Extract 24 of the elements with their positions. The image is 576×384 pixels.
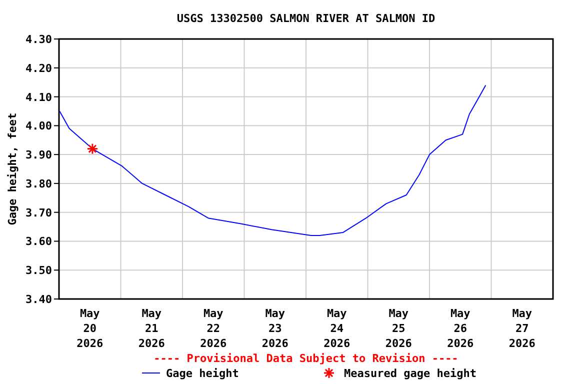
x-tick-label: May 21 2026 bbox=[138, 307, 166, 350]
y-tick-label: 4.00 bbox=[26, 120, 52, 133]
y-tick-label: 3.50 bbox=[26, 264, 52, 278]
x-tick-label: May 22 2026 bbox=[200, 307, 227, 350]
legend-label: Gage height bbox=[166, 367, 239, 380]
y-tick-label: 4.20 bbox=[26, 62, 52, 75]
chart-title: USGS 13302500 SALMON RIVER AT SALMON ID bbox=[176, 12, 436, 25]
x-tick-label: May 25 2026 bbox=[385, 307, 412, 350]
y-tick-label: 3.80 bbox=[26, 177, 52, 190]
text: ---- Provisional Data Subject to Revision ---- bbox=[154, 352, 458, 365]
y-tick-label: 3.40 bbox=[26, 293, 52, 306]
x-tick-label: May 23 2026 bbox=[262, 307, 289, 350]
legend-label: Measured gage height bbox=[344, 367, 476, 380]
x-tick-label: May 24 2026 bbox=[324, 307, 350, 350]
y-tick-label: 4.10 bbox=[26, 90, 52, 104]
x-tick-label: May 26 2026 bbox=[447, 307, 474, 350]
y-tick-label: 3.70 bbox=[26, 206, 52, 220]
line-series bbox=[59, 84, 486, 236]
x-tick-label: May 20 2026 bbox=[76, 307, 104, 350]
y-tick-label: 4.30 bbox=[26, 33, 52, 46]
y-tick-label: 3.90 bbox=[26, 148, 52, 162]
x-tick-label: May 27 2026 bbox=[508, 307, 536, 350]
y-axis-title: Gage height, feet bbox=[6, 112, 19, 226]
y-tick-label: 3.60 bbox=[26, 235, 52, 248]
